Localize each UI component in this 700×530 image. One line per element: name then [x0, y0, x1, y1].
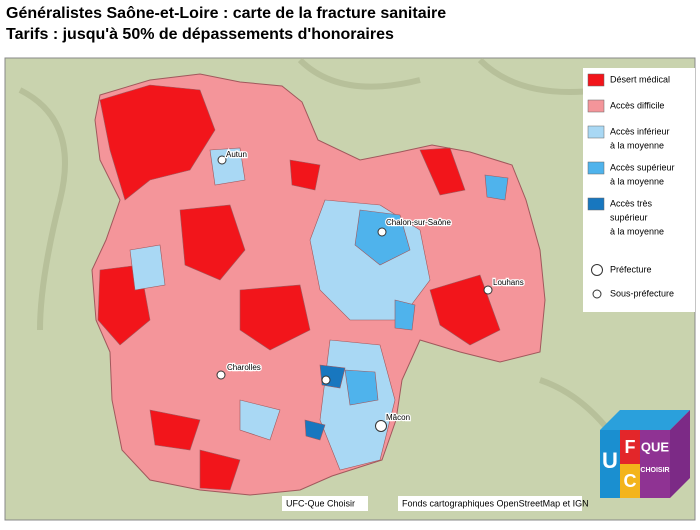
- city-label: Mâcon: [386, 413, 410, 422]
- logo-text: UFC QUE CHOISIR: [602, 437, 670, 491]
- terrain: [18, 57, 643, 482]
- legend-label: Préfecture: [610, 264, 652, 274]
- department: [91, 73, 546, 496]
- legend-swatch: [587, 161, 605, 175]
- commune-group: [239, 399, 281, 441]
- logo-que: QUE: [641, 439, 670, 454]
- commune-group: [149, 409, 201, 451]
- legend-marker: [591, 264, 603, 276]
- commune-group: [179, 204, 246, 281]
- city-marker: [375, 420, 387, 432]
- credit-author: UFC-Que Choisir: [286, 498, 355, 508]
- logo: [600, 410, 690, 498]
- legend-label: à la moyenne: [610, 140, 664, 150]
- city-label: Autun: [226, 150, 247, 159]
- commune-group: [199, 449, 241, 491]
- legend-label: Accès inférieur: [610, 126, 670, 136]
- logo-c: [620, 464, 640, 498]
- title: Généralistes Saône-et-Loire : carte de l…: [6, 5, 446, 22]
- commune-group: [289, 159, 321, 191]
- logo-u: [600, 430, 620, 498]
- legend-swatch: [587, 73, 605, 87]
- logo-top: [600, 410, 690, 430]
- logo-choisir: CHOISIR: [640, 467, 669, 474]
- legend-swatch: [587, 99, 605, 113]
- subtitle: Tarifs : jusqu'à 50% de dépassements d'h…: [6, 26, 394, 43]
- legend-label: à la moyenne: [610, 226, 664, 236]
- logo-face: [640, 430, 670, 498]
- city-marker: [216, 370, 226, 380]
- legend: Désert médical Accès difficile Accès infér…: [587, 73, 675, 299]
- cities: Autun Chalon-sur-Saône Louhans Charolles Mâc…: [216, 149, 525, 432]
- legend-label: Désert médical: [610, 74, 670, 84]
- commune-group: [394, 299, 416, 331]
- city-marker: [217, 155, 227, 165]
- commune-group: [304, 419, 326, 441]
- logo-letter: U: [602, 448, 618, 473]
- credit-box: [398, 496, 582, 511]
- commune-group: [429, 274, 501, 346]
- commune-group: [354, 209, 411, 266]
- city-label: Chalon-sur-Saône: [386, 218, 451, 227]
- logo-letter: F: [625, 437, 636, 457]
- legend-label: supérieur: [610, 212, 648, 222]
- logo-f: [620, 430, 640, 464]
- legend-marker: [592, 289, 602, 299]
- city-marker: [321, 375, 331, 385]
- logo-side: [670, 410, 690, 498]
- legend-label: Accès supérieur: [610, 162, 675, 172]
- credit-source: Fonds cartographiques OpenStreetMap et I…: [402, 498, 589, 508]
- city-label: Charolles: [227, 363, 261, 372]
- legend-label: Accès très: [610, 198, 653, 208]
- legend-swatch: [587, 197, 605, 211]
- commune-group: [344, 369, 379, 406]
- commune-group: [419, 147, 466, 196]
- credit-box: [282, 496, 368, 511]
- commune-group: [129, 244, 166, 291]
- legend-swatch: [587, 125, 605, 139]
- legend-label: Accès difficile: [610, 100, 664, 110]
- legend-label: à la moyenne: [610, 176, 664, 186]
- logo-letter: C: [624, 471, 637, 491]
- commune-group: [239, 284, 311, 351]
- legend-label: Sous-préfecture: [610, 288, 674, 298]
- city-marker: [483, 285, 493, 295]
- commune-group: [484, 174, 509, 201]
- commune-group: [99, 84, 216, 201]
- city-label: Louhans: [493, 278, 524, 287]
- department-outline: [91, 73, 546, 496]
- city-marker: [377, 227, 387, 237]
